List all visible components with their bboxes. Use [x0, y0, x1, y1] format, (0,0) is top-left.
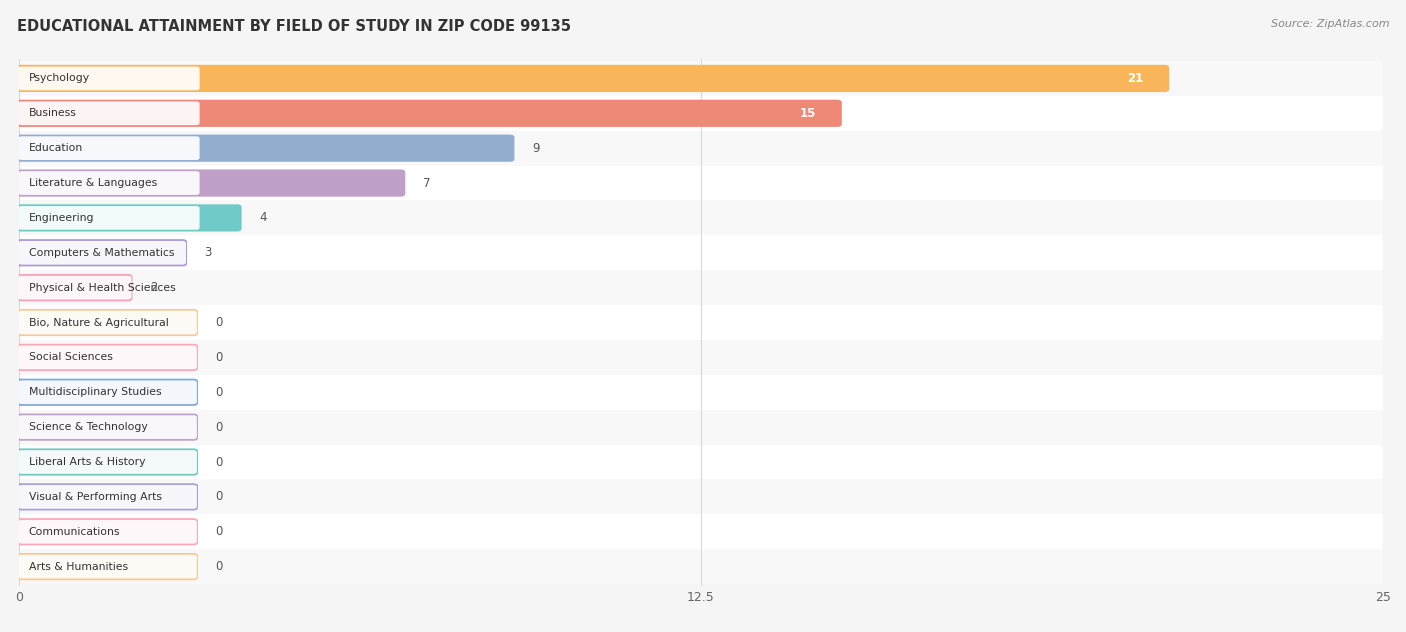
FancyBboxPatch shape	[18, 137, 200, 160]
Text: 7: 7	[423, 176, 430, 190]
FancyBboxPatch shape	[18, 66, 200, 90]
FancyBboxPatch shape	[14, 204, 242, 231]
Text: 0: 0	[215, 386, 222, 399]
Bar	[20, 514, 1384, 549]
Text: Engineering: Engineering	[28, 213, 94, 223]
FancyBboxPatch shape	[14, 449, 198, 476]
Text: 21: 21	[1126, 72, 1143, 85]
FancyBboxPatch shape	[18, 346, 197, 369]
Bar	[20, 305, 1384, 340]
FancyBboxPatch shape	[14, 135, 515, 162]
Bar	[20, 200, 1384, 235]
Text: Business: Business	[28, 108, 77, 118]
Text: Education: Education	[28, 143, 83, 153]
FancyBboxPatch shape	[18, 206, 200, 230]
Bar	[20, 340, 1384, 375]
Bar	[20, 444, 1384, 480]
Text: Visual & Performing Arts: Visual & Performing Arts	[28, 492, 162, 502]
Bar	[20, 96, 1384, 131]
FancyBboxPatch shape	[14, 100, 842, 127]
FancyBboxPatch shape	[18, 241, 186, 265]
Bar	[20, 549, 1384, 584]
Text: 0: 0	[215, 560, 222, 573]
FancyBboxPatch shape	[18, 171, 200, 195]
Text: 2: 2	[150, 281, 157, 294]
FancyBboxPatch shape	[14, 65, 1170, 92]
Text: 3: 3	[204, 246, 212, 259]
Text: Liberal Arts & History: Liberal Arts & History	[28, 457, 145, 467]
FancyBboxPatch shape	[14, 413, 198, 441]
FancyBboxPatch shape	[18, 276, 131, 300]
Text: Literature & Languages: Literature & Languages	[28, 178, 157, 188]
FancyBboxPatch shape	[18, 311, 197, 334]
FancyBboxPatch shape	[18, 101, 200, 125]
Text: 0: 0	[215, 421, 222, 434]
FancyBboxPatch shape	[14, 169, 405, 197]
Text: 9: 9	[531, 142, 540, 155]
FancyBboxPatch shape	[14, 309, 198, 336]
Bar	[20, 375, 1384, 410]
Text: 15: 15	[799, 107, 815, 120]
Text: 0: 0	[215, 490, 222, 503]
FancyBboxPatch shape	[18, 450, 197, 474]
Text: Science & Technology: Science & Technology	[28, 422, 148, 432]
FancyBboxPatch shape	[18, 555, 197, 578]
FancyBboxPatch shape	[14, 553, 198, 580]
Bar	[20, 480, 1384, 514]
Text: 0: 0	[215, 525, 222, 538]
Text: Communications: Communications	[28, 526, 121, 537]
FancyBboxPatch shape	[14, 379, 198, 406]
Text: Physical & Health Sciences: Physical & Health Sciences	[28, 283, 176, 293]
FancyBboxPatch shape	[14, 274, 132, 301]
Bar	[20, 270, 1384, 305]
FancyBboxPatch shape	[14, 344, 198, 371]
Text: Multidisciplinary Studies: Multidisciplinary Studies	[28, 387, 162, 398]
Text: Computers & Mathematics: Computers & Mathematics	[28, 248, 174, 258]
Text: Psychology: Psychology	[28, 73, 90, 83]
FancyBboxPatch shape	[14, 483, 198, 511]
Text: EDUCATIONAL ATTAINMENT BY FIELD OF STUDY IN ZIP CODE 99135: EDUCATIONAL ATTAINMENT BY FIELD OF STUDY…	[17, 19, 571, 34]
FancyBboxPatch shape	[18, 485, 197, 509]
Text: Source: ZipAtlas.com: Source: ZipAtlas.com	[1271, 19, 1389, 29]
Bar	[20, 410, 1384, 444]
FancyBboxPatch shape	[18, 520, 197, 544]
Text: 0: 0	[215, 351, 222, 364]
FancyBboxPatch shape	[18, 415, 197, 439]
Bar	[20, 131, 1384, 166]
FancyBboxPatch shape	[14, 518, 198, 545]
Text: 4: 4	[259, 212, 267, 224]
Text: Social Sciences: Social Sciences	[28, 353, 112, 362]
Bar	[20, 166, 1384, 200]
Text: 0: 0	[215, 456, 222, 468]
FancyBboxPatch shape	[18, 380, 197, 404]
Bar	[20, 61, 1384, 96]
FancyBboxPatch shape	[14, 239, 187, 266]
Text: Arts & Humanities: Arts & Humanities	[28, 562, 128, 571]
Text: Bio, Nature & Agricultural: Bio, Nature & Agricultural	[28, 317, 169, 327]
Bar	[20, 235, 1384, 270]
Text: 0: 0	[215, 316, 222, 329]
